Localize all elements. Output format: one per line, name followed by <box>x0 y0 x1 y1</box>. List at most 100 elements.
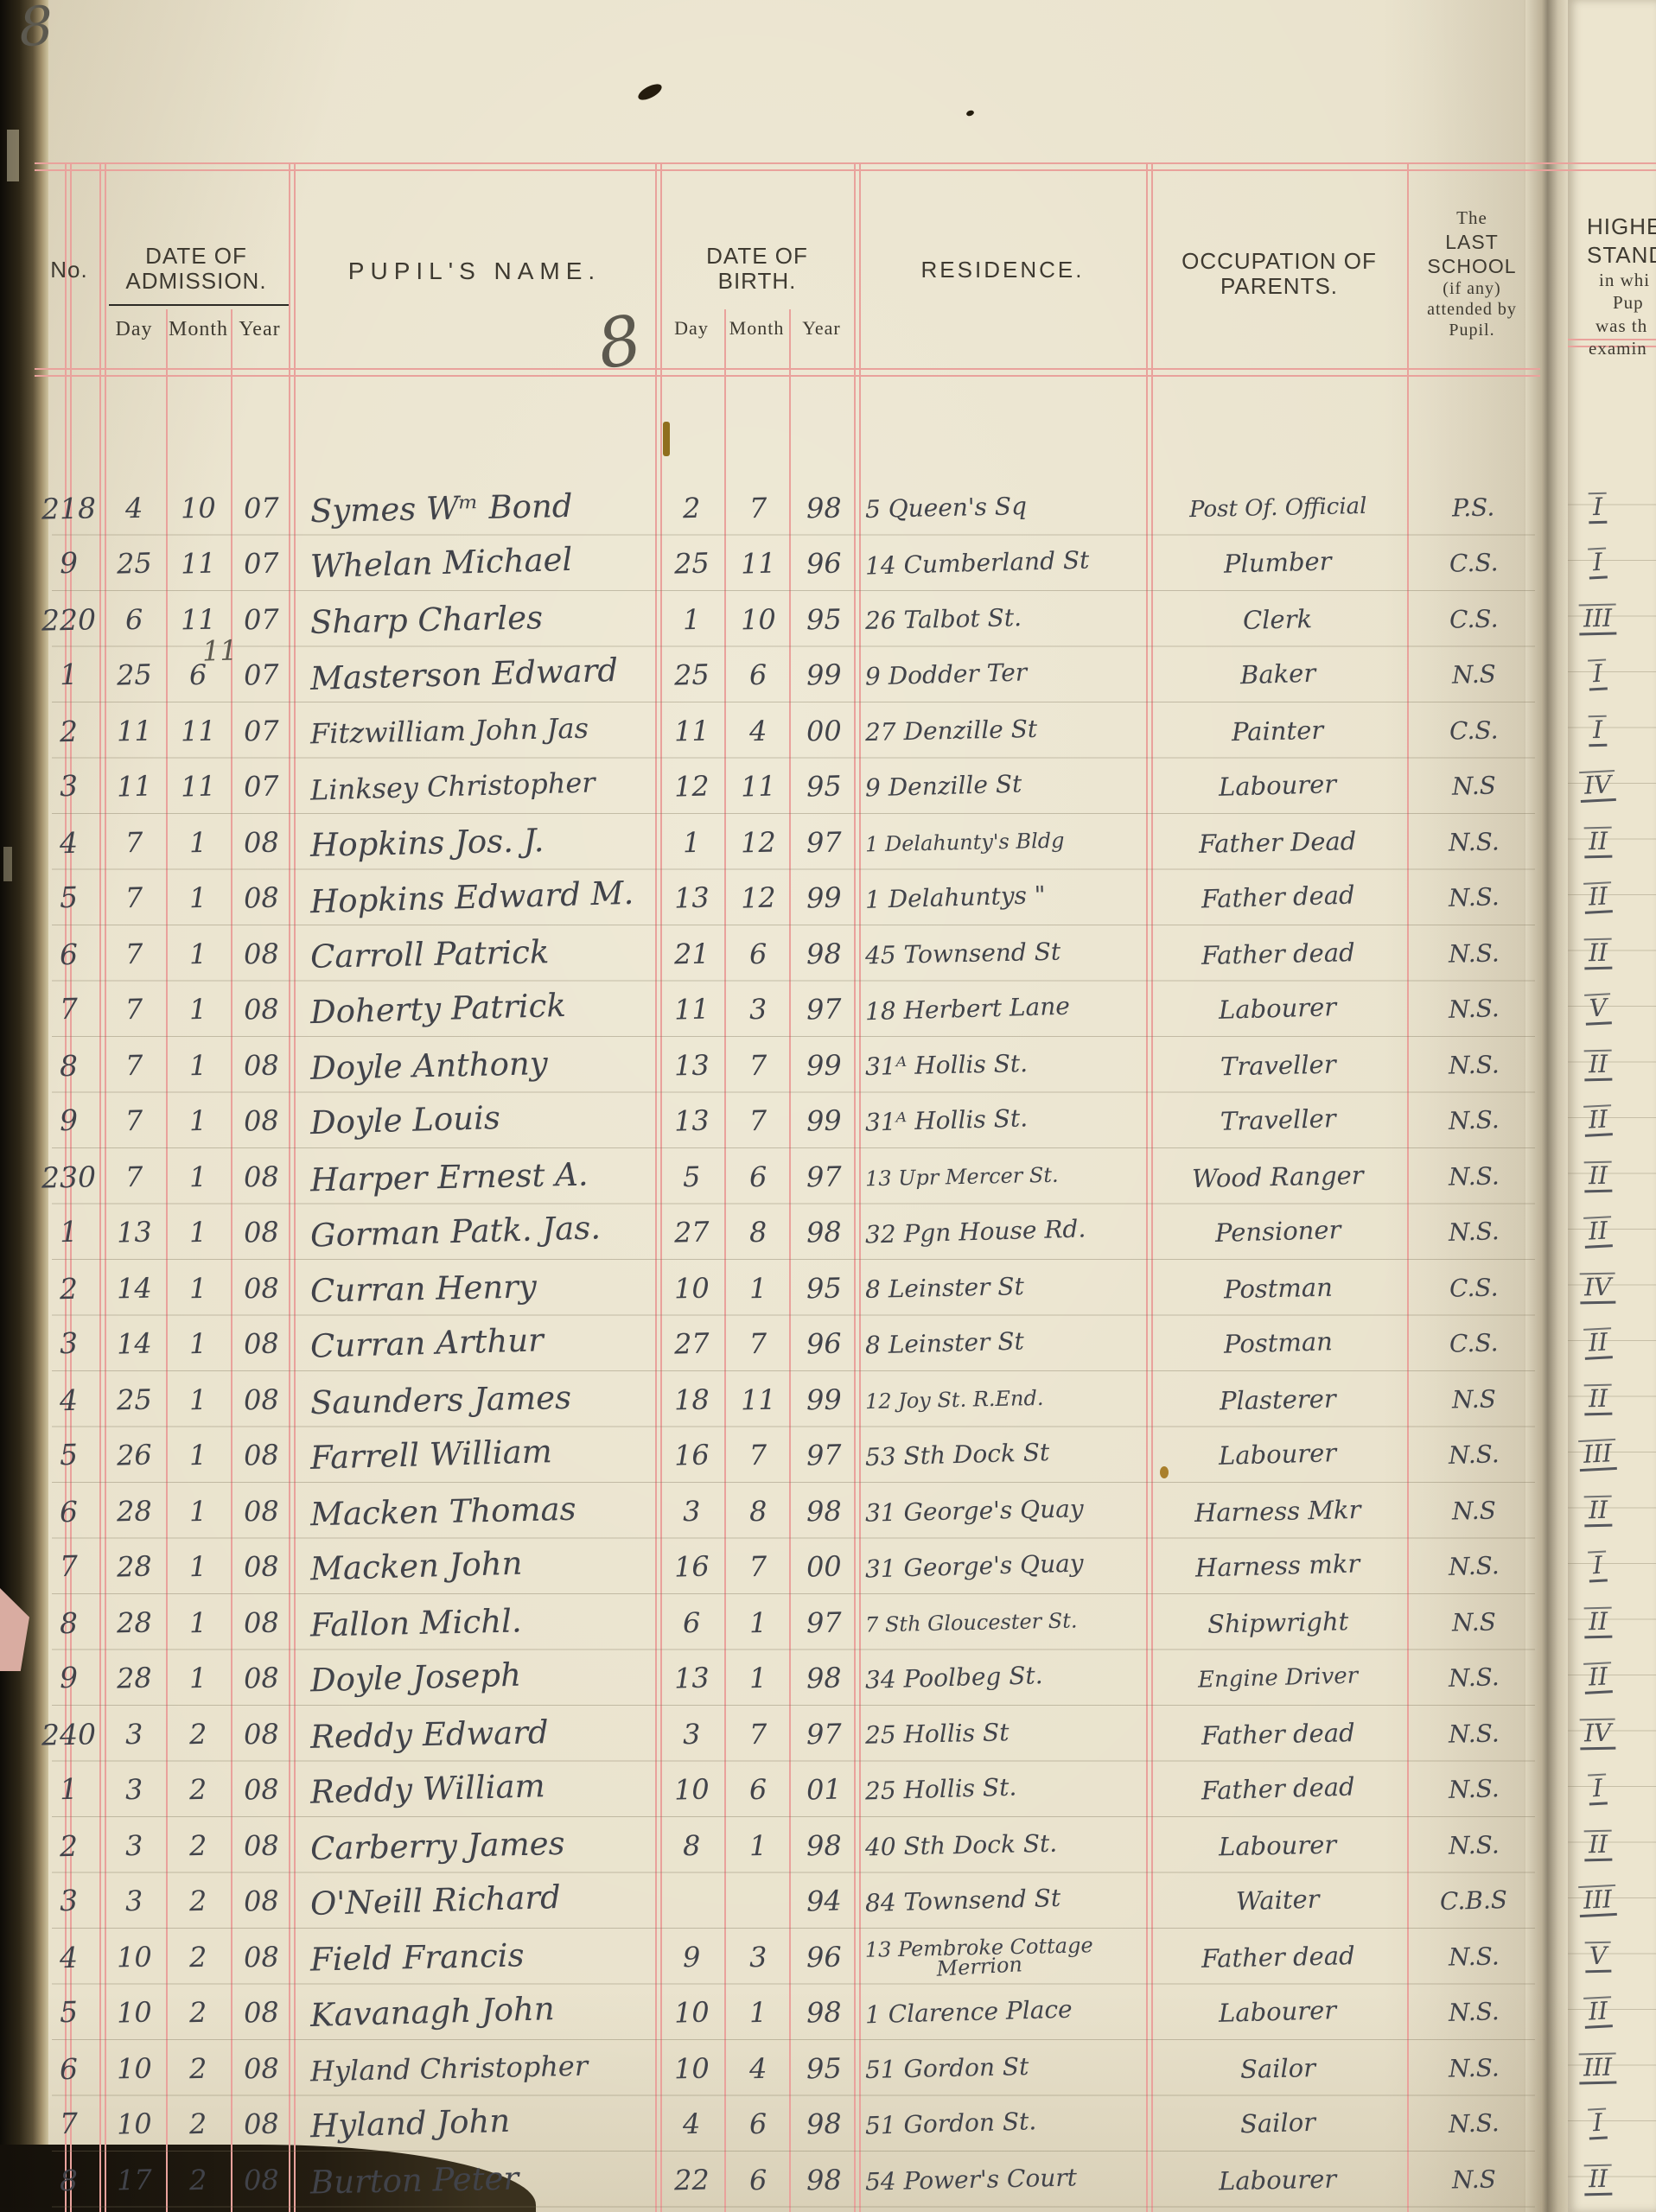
pupil-name: Hopkins Jos. J. <box>309 821 545 864</box>
birth-year: 98 <box>806 2107 842 2141</box>
row-no: 7 <box>58 2106 79 2141</box>
standard: V <box>1540 1929 1656 1985</box>
pupil-name: Symes Wᵐ Bond <box>309 486 573 530</box>
standard: II <box>1540 1371 1656 1427</box>
standard: II <box>1540 1037 1656 1093</box>
adm-day: 28 <box>116 1494 152 1529</box>
birth-day: 2 <box>682 492 702 525</box>
birth-day: 5 <box>682 1160 702 1194</box>
last-school: N.S. <box>1448 2053 1500 2083</box>
row-no: 2 <box>59 714 78 748</box>
register-row: 2 3 2 08 Carberry James 8 1 98 40 Sth Dock St. La… <box>35 1817 1656 1873</box>
residence: 5 Queen's Sq <box>864 492 1028 524</box>
row-no: 4 <box>59 825 78 860</box>
last-school: N.S. <box>1448 1942 1500 1972</box>
stain-spot <box>1160 1466 1169 1478</box>
residence: 1 Delahunty's Bldg <box>864 828 1065 857</box>
last-school: C.S. <box>1449 1273 1499 1303</box>
last-school: N.S. <box>1448 1216 1500 1247</box>
birth-month: 6 <box>748 2164 768 2197</box>
birth-year: 98 <box>806 1494 842 1529</box>
birth-year: 95 <box>806 602 842 637</box>
row-no: 1 <box>58 657 79 692</box>
adm-year: 08 <box>243 1884 279 1918</box>
birth-month: 10 <box>740 602 777 637</box>
adm-day: 10 <box>116 1995 152 2030</box>
residence: 25 Hollis St. <box>864 1772 1017 1806</box>
adm-day: 25 <box>116 1382 152 1417</box>
register-row: 7 28 1 08 Macken John 16 7 00 31 George's Quay Ha… <box>35 1539 1656 1595</box>
row-no: 7 <box>58 1548 79 1584</box>
residence: 18 Herbert Lane <box>864 991 1071 1027</box>
ink-speck <box>965 109 975 118</box>
register-row: 240 3 2 08 Reddy Edward 3 7 97 25 Hollis St Fathe… <box>35 1706 1656 1762</box>
residence: 84 Townsend St <box>864 1883 1061 1917</box>
register-row: 1 25 6 11 07 Masterson Edward 25 6 99 9 Dodder Te… <box>35 633 1656 703</box>
adm-day: 7 <box>124 1049 143 1083</box>
adm-year: 07 <box>243 491 279 525</box>
last-school: N.S <box>1451 2164 1496 2195</box>
adm-month: 1 <box>188 1272 208 1306</box>
row-no: 9 <box>58 545 79 581</box>
adm-year: 07 <box>243 769 279 804</box>
pupil-name: Macken Thomas <box>309 1490 576 1533</box>
adm-year: 08 <box>243 1048 279 1083</box>
residence: 34 Poolbeg St. <box>864 1660 1043 1694</box>
birth-day: 3 <box>682 1495 702 1529</box>
row-no: 3 <box>58 768 79 804</box>
column-rule <box>859 164 861 2212</box>
residence: 45 Townsend St <box>864 937 1061 970</box>
adm-year: 08 <box>243 1215 279 1249</box>
paper-fiber-mark <box>663 422 670 456</box>
standard: II <box>1540 1817 1656 1873</box>
row-no: 5 <box>58 880 79 915</box>
birth-year: 99 <box>806 1103 842 1138</box>
last-school: N.S. <box>1448 1719 1500 1749</box>
occupation: Waiter <box>1235 1884 1321 1916</box>
pupil-name: Linksey Christopher <box>309 766 596 807</box>
adm-day: 7 <box>124 880 143 915</box>
pupil-name: Saunders James <box>309 1378 572 1421</box>
last-school: C.S. <box>1449 604 1499 634</box>
row-no: 6 <box>59 937 78 971</box>
register-row: 4 10 2 08 Field Francis 9 3 96 13 Pembroke Cotta… <box>35 1929 1656 1985</box>
birth-month: 1 <box>748 1829 768 1863</box>
occupation: Father dead <box>1201 880 1355 914</box>
adm-year: 08 <box>243 825 279 860</box>
adm-day: 26 <box>116 1438 152 1472</box>
row-no: 8 <box>59 1048 78 1083</box>
birth-month: 7 <box>748 1438 768 1472</box>
standard-line: Pup <box>1613 292 1644 314</box>
adm-year: 08 <box>243 2107 279 2141</box>
adm-year: 08 <box>243 2163 279 2197</box>
last-school-line: attended by <box>1427 300 1517 320</box>
standard: V <box>1540 982 1656 1038</box>
last-school-line: (if any) <box>1443 278 1501 298</box>
adm-month: 2 <box>188 1772 208 1807</box>
standard: II <box>1540 1483 1656 1539</box>
adm-year: 08 <box>243 1549 279 1584</box>
register-row: 5 10 2 08 Kavanagh John 10 1 98 1 Clarence Place… <box>35 1985 1656 2041</box>
birth-month: 6 <box>748 658 768 692</box>
birth-year: 98 <box>806 1828 842 1863</box>
adm-year: 08 <box>243 1438 279 1472</box>
last-school: N.S. <box>1448 1439 1500 1470</box>
birth-day: 6 <box>682 1606 702 1640</box>
last-school: N.S. <box>1448 1550 1500 1581</box>
header-birth-day: Day <box>674 317 709 339</box>
occupation: Sailor <box>1239 2107 1316 2139</box>
adm-year: 08 <box>243 1605 279 1640</box>
row-no: 6 <box>59 2051 78 2086</box>
birth-day: 11 <box>673 714 710 748</box>
birth-day: 1 <box>682 826 702 860</box>
last-school: C.B.S <box>1439 1885 1508 1916</box>
birth-year: 97 <box>806 992 842 1027</box>
last-school-line: SCHOOL <box>1427 254 1517 277</box>
standard: I <box>1540 536 1656 592</box>
adm-year: 08 <box>243 2051 279 2086</box>
birth-month: 8 <box>748 1495 768 1529</box>
register-row: 8 17 2 08 Burton Peter 22 6 98 54 Power's Court L… <box>35 2152 1656 2208</box>
adm-month: 11 <box>180 769 217 804</box>
column-rule <box>231 309 232 2212</box>
birth-year: 01 <box>806 1772 842 1807</box>
